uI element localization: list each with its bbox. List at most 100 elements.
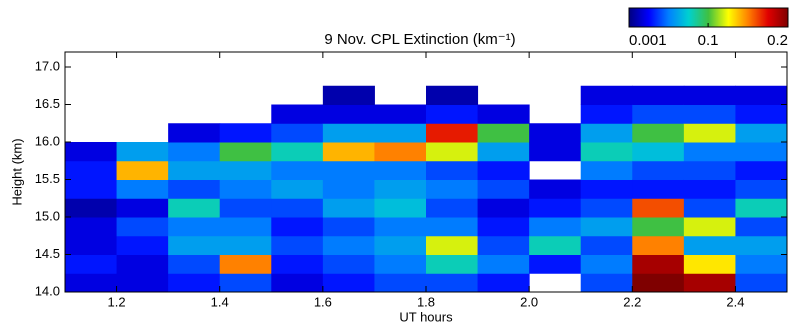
heatmap-cell (529, 123, 582, 143)
heatmap-cell (735, 235, 788, 255)
heatmap-cell (65, 198, 118, 218)
heatmap-cell (477, 198, 530, 218)
heatmap-cell (219, 123, 272, 143)
x-axis-label: UT hours (399, 309, 453, 324)
heatmap-cell (632, 217, 685, 237)
heatmap-cell (116, 179, 169, 199)
heatmap-cell (632, 179, 685, 199)
heatmap-cell (65, 235, 118, 255)
heatmap-cell (529, 179, 582, 199)
heatmap-cell (65, 142, 118, 162)
heatmap-cell (374, 142, 427, 162)
heatmap-cell (426, 235, 479, 255)
heatmap-cell (632, 142, 685, 162)
heatmap-cell (632, 160, 685, 180)
heatmap-cell (426, 198, 479, 218)
heatmap-cell (426, 104, 479, 124)
heatmap-cell (477, 273, 530, 293)
x-tick-label: 1.4 (211, 294, 229, 309)
heatmap-cell (580, 254, 633, 274)
heatmap-cell (374, 198, 427, 218)
colorbar-tick-label: 0.1 (698, 32, 719, 49)
heatmap-cell (116, 217, 169, 237)
y-tick-label: 15.5 (35, 171, 60, 186)
y-axis-label: Height (km) (9, 138, 24, 205)
heatmap-cell (477, 123, 530, 143)
heatmap-cell (168, 179, 221, 199)
heatmap-cell (271, 123, 324, 143)
heatmap-cell (426, 142, 479, 162)
heatmap-cell (529, 198, 582, 218)
heatmap-cell (219, 198, 272, 218)
heatmap-cell (322, 123, 375, 143)
heatmap-cell (426, 160, 479, 180)
heatmap-cell (271, 104, 324, 124)
heatmap-cell (271, 235, 324, 255)
heatmap-cell (168, 198, 221, 218)
heatmap-cell (426, 85, 479, 105)
heatmap-cell (683, 273, 736, 293)
heatmap-cell (683, 198, 736, 218)
heatmap-cell (735, 273, 788, 293)
heatmap-cell (683, 85, 736, 105)
heatmap-cell (529, 235, 582, 255)
heatmap-cell (580, 198, 633, 218)
heatmap-cell (65, 254, 118, 274)
heatmap-cell (426, 273, 479, 293)
heatmap-cell (168, 235, 221, 255)
heatmap-cell (65, 273, 118, 293)
heatmap-cell (683, 123, 736, 143)
heatmap-cell (632, 198, 685, 218)
heatmap-cell (580, 85, 633, 105)
heatmap-cell (116, 142, 169, 162)
heatmap-cell (322, 179, 375, 199)
heatmap-cell (271, 217, 324, 237)
chart-title: 9 Nov. CPL Extinction (km⁻¹) (324, 31, 515, 48)
y-tick-label: 16.5 (35, 96, 60, 111)
heatmap-cell (529, 217, 582, 237)
heatmap-cell (683, 217, 736, 237)
heatmap-cell (426, 179, 479, 199)
heatmap-cell (322, 198, 375, 218)
heatmap-cell (374, 104, 427, 124)
heatmap-cell (477, 104, 530, 124)
heatmap-cell (580, 235, 633, 255)
heatmap-cell (632, 123, 685, 143)
x-tick-label: 2.2 (623, 294, 641, 309)
heatmap-cell (580, 123, 633, 143)
heatmap-cell (735, 198, 788, 218)
heatmap-cell (632, 273, 685, 293)
heatmap-cell (168, 123, 221, 143)
heatmap-cell (580, 273, 633, 293)
heatmap-cell (219, 273, 272, 293)
heatmap-cell (426, 217, 479, 237)
heatmap-cell (735, 217, 788, 237)
heatmap-cell (735, 104, 788, 124)
heatmap-cell (65, 217, 118, 237)
heatmap-cell (477, 142, 530, 162)
heatmap-cell (168, 142, 221, 162)
heatmap-cell (374, 179, 427, 199)
heatmap-cell (477, 254, 530, 274)
heatmap-cell (219, 235, 272, 255)
y-tick-label: 17.0 (35, 58, 60, 73)
heatmap-cell (374, 273, 427, 293)
heatmap-cell (271, 198, 324, 218)
heatmap-cell (683, 254, 736, 274)
heatmap-cell (322, 85, 375, 105)
heatmap-cell (580, 217, 633, 237)
heatmap-cell (683, 104, 736, 124)
heatmap-cell (529, 142, 582, 162)
heatmap-cell (632, 235, 685, 255)
heatmap-cell (735, 254, 788, 274)
y-tick-label: 16.0 (35, 133, 60, 148)
x-tick-label: 1.8 (417, 294, 435, 309)
y-tick-label: 15.0 (35, 208, 60, 223)
heatmap-cell (322, 142, 375, 162)
heatmap-cell (168, 273, 221, 293)
heatmap-cell (65, 179, 118, 199)
heatmap-cell (735, 160, 788, 180)
heatmap-cell (116, 273, 169, 293)
heatmap-cell (374, 254, 427, 274)
